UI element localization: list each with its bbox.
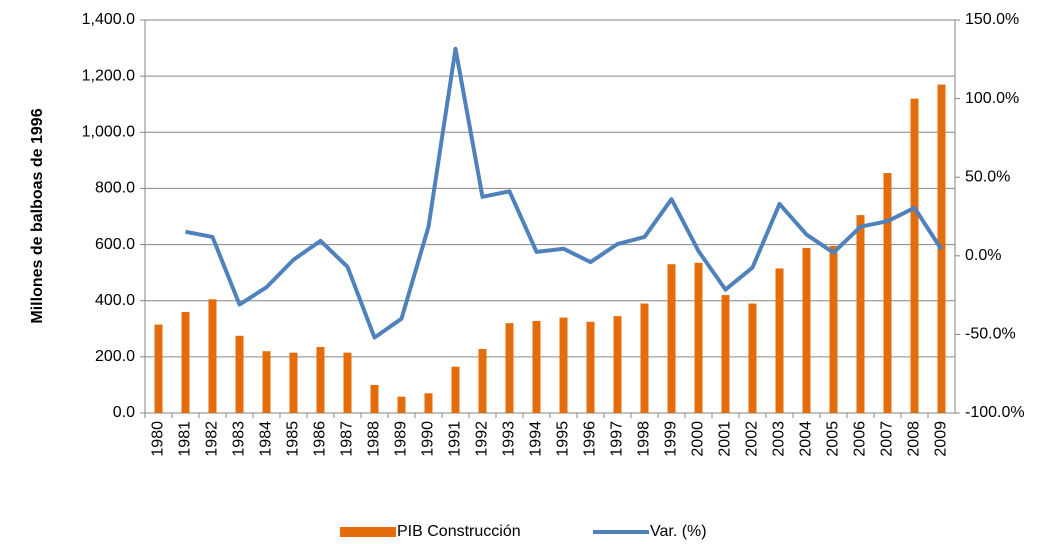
- x-tick-label: 1995: [555, 421, 572, 457]
- x-tick-label: 2008: [906, 421, 923, 457]
- bar: [883, 172, 892, 413]
- x-tick-label: 2001: [717, 421, 734, 457]
- y-tick-label: 0.0: [113, 404, 135, 421]
- y2-tick-label: 50.0%: [965, 168, 1010, 185]
- x-tick-label: 1980: [150, 421, 167, 457]
- x-tick-label: 1998: [636, 421, 653, 457]
- bar: [289, 352, 298, 413]
- legend-label: PIB Construcción: [397, 523, 521, 540]
- x-tick-label: 1987: [339, 421, 356, 457]
- y-tick-label: 1,400.0: [82, 11, 135, 28]
- y2-tick-label: -100.0%: [965, 404, 1025, 421]
- y-tick-label: 200.0: [95, 348, 135, 365]
- y-tick-label: 600.0: [95, 236, 135, 253]
- line: [185, 46, 944, 340]
- bar: [586, 321, 595, 413]
- y-tick-label: 400.0: [95, 292, 135, 309]
- y2-tick-label: 100.0%: [965, 90, 1019, 107]
- bar: [532, 320, 541, 413]
- y2-tick-label: -50.0%: [965, 326, 1016, 343]
- bar: [316, 347, 325, 413]
- bar: [370, 384, 379, 413]
- x-tick-label: 1992: [474, 421, 491, 457]
- x-tick-label: 1986: [312, 421, 329, 457]
- y2-tick-label: 150.0%: [965, 11, 1019, 28]
- x-tick-label: 1999: [663, 421, 680, 457]
- bar: [667, 264, 676, 413]
- y-axis-title: Millones de balboas de 1996: [29, 108, 46, 323]
- x-tick-label: 2009: [933, 421, 950, 457]
- x-tick-label: 1982: [204, 421, 221, 457]
- bar: [559, 317, 568, 413]
- x-tick-label: 1991: [447, 421, 464, 457]
- bar: [154, 324, 163, 413]
- y-tick-label: 1,200.0: [82, 67, 135, 84]
- x-tick-label: 2003: [771, 421, 788, 457]
- x-tick-label: 1997: [609, 421, 626, 457]
- bar: [505, 323, 514, 413]
- bar: [910, 98, 919, 413]
- bar: [829, 245, 838, 413]
- x-tick-label: 1990: [420, 421, 437, 457]
- bar: [478, 348, 487, 413]
- x-tick-label: 2002: [744, 421, 761, 457]
- bar: [343, 352, 352, 413]
- bar: [424, 393, 433, 413]
- x-tick-label: 1985: [285, 421, 302, 457]
- x-tick-label: 1993: [501, 421, 518, 457]
- x-tick-label: 2007: [879, 421, 896, 457]
- bar: [721, 295, 730, 413]
- bar: [640, 303, 649, 413]
- bar: [856, 215, 865, 413]
- bar: [748, 303, 757, 413]
- x-tick-label: 2006: [852, 421, 869, 457]
- x-tick-label: 2000: [690, 421, 707, 457]
- bar: [181, 311, 190, 413]
- legend-swatch: [340, 527, 396, 537]
- x-tick-label: 1983: [231, 421, 248, 457]
- x-tick-label: 2004: [798, 421, 815, 457]
- x-tick-label: 1994: [528, 421, 545, 457]
- x-tick-label: 1996: [582, 421, 599, 457]
- bar: [694, 262, 703, 413]
- bar: [208, 299, 217, 413]
- y2-tick-label: 0.0%: [965, 247, 1001, 264]
- bar: [802, 247, 811, 413]
- bar: [397, 396, 406, 413]
- x-tick-label: 1989: [393, 421, 410, 457]
- bar: [613, 316, 622, 413]
- y-tick-label: 1,000.0: [82, 124, 135, 141]
- x-tick-label: 1981: [177, 421, 194, 457]
- bar: [262, 351, 271, 413]
- x-tick-label: 2005: [825, 421, 842, 457]
- legend-label: Var. (%): [650, 523, 707, 540]
- x-tick-label: 1988: [366, 421, 383, 457]
- bar: [235, 335, 244, 413]
- bar: [775, 268, 784, 413]
- y-tick-label: 800.0: [95, 180, 135, 197]
- x-tick-label: 1984: [258, 421, 275, 457]
- bar: [451, 366, 460, 413]
